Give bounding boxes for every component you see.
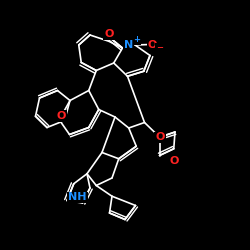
Text: O: O — [56, 111, 66, 121]
Text: O: O — [169, 156, 178, 166]
Text: −: − — [156, 44, 163, 52]
Text: O: O — [155, 132, 165, 142]
Text: NH: NH — [68, 192, 87, 202]
Text: O: O — [148, 40, 157, 50]
Text: +: + — [133, 36, 140, 44]
Text: N: N — [124, 40, 134, 50]
Text: O: O — [104, 29, 114, 39]
